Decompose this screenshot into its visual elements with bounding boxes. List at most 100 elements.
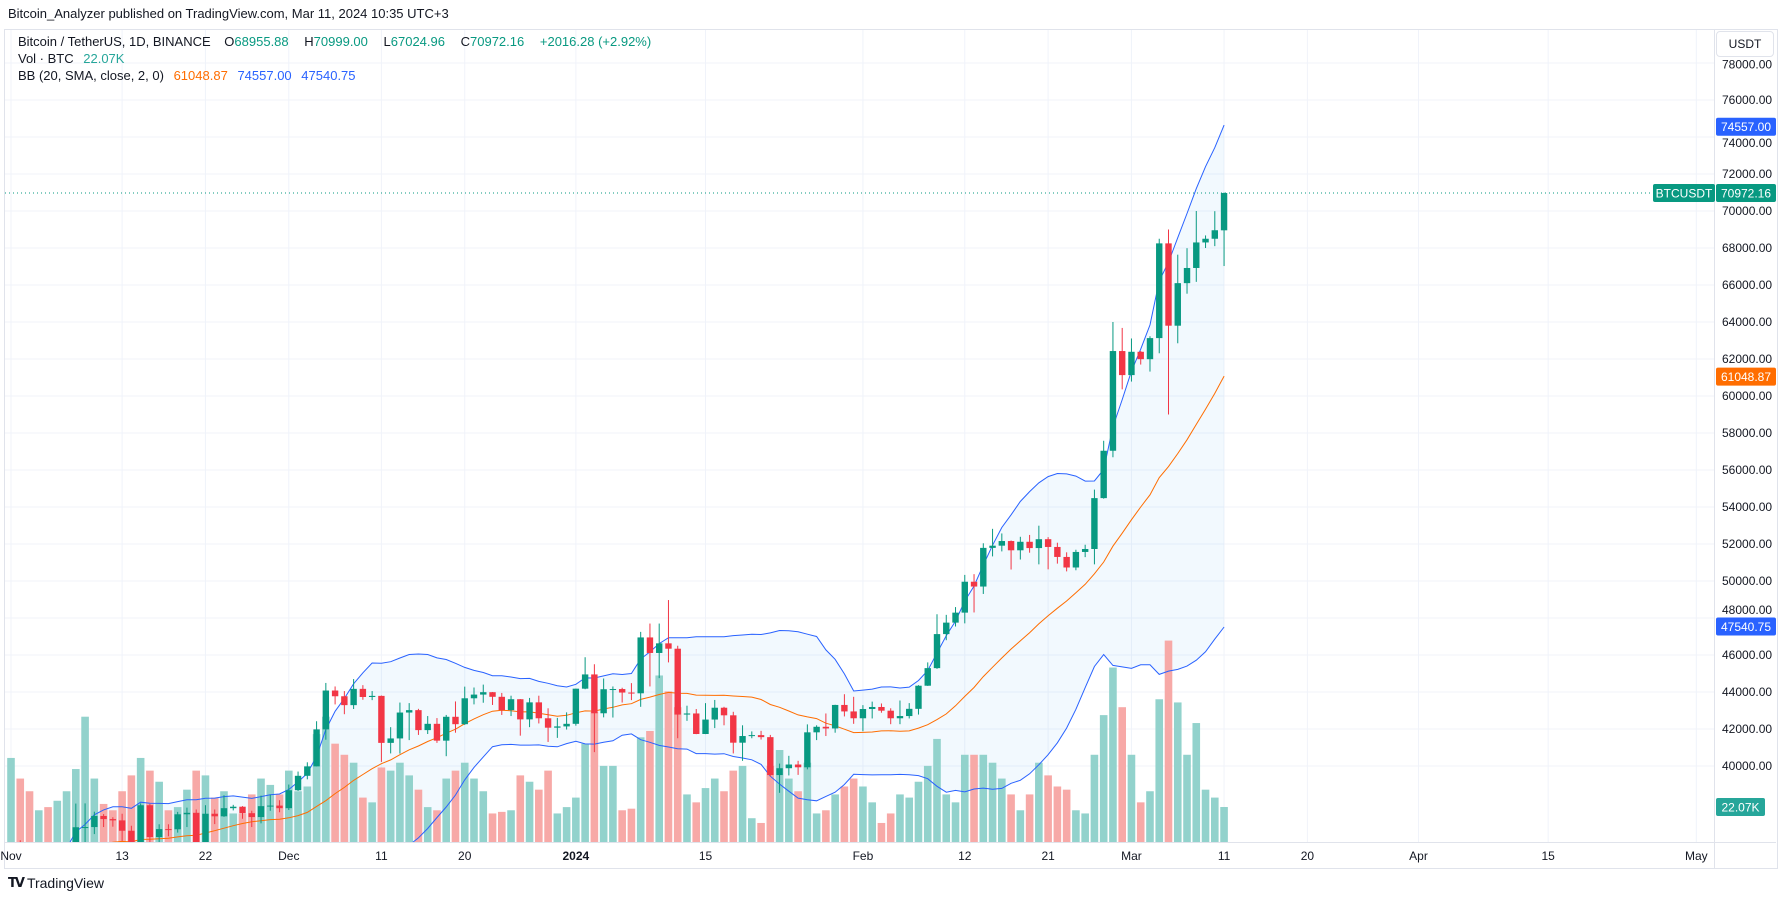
volume-bar — [840, 786, 849, 842]
candle-body — [1091, 498, 1098, 549]
volume-bar — [1053, 786, 1062, 842]
volume-bar — [692, 802, 701, 842]
candle-body — [868, 706, 876, 710]
volume-bar — [16, 778, 25, 842]
volume-bar — [1062, 789, 1071, 842]
candle-body — [618, 689, 626, 693]
candle-body — [1026, 541, 1033, 549]
volume-bar — [609, 765, 617, 842]
volume-bar — [859, 786, 867, 842]
candle-body — [183, 812, 191, 815]
candle-body — [970, 581, 978, 587]
bb-basis-tag-bg — [1716, 367, 1776, 386]
volume-bar — [757, 822, 765, 842]
candle-body — [600, 689, 607, 714]
volume-bar — [914, 781, 923, 842]
candle-body — [63, 851, 69, 858]
currency-button[interactable]: USDT — [1716, 31, 1774, 57]
price-axis-label: 78000.00 — [1722, 58, 1772, 72]
candle-body — [248, 813, 255, 818]
volume-bar — [581, 743, 589, 842]
time-axis-label: 13 — [115, 849, 129, 863]
volume-bar — [470, 778, 478, 842]
volume-bar — [62, 791, 71, 842]
price-axis-label: 74000.00 — [1722, 136, 1772, 150]
close-value: 70972.16 — [470, 34, 525, 49]
volume-bar — [655, 675, 663, 842]
volume-bar — [1118, 707, 1126, 842]
volume-bar — [7, 757, 15, 842]
candle-body — [730, 715, 737, 743]
candle-body — [933, 634, 941, 669]
open-value: 68955.88 — [234, 34, 289, 49]
volume-bar — [673, 707, 682, 842]
volume-bar — [368, 802, 376, 842]
volume-bar — [720, 791, 728, 842]
candle-body — [91, 815, 98, 828]
candle-body — [1109, 351, 1117, 451]
candle-body — [257, 806, 265, 818]
candle-body — [1165, 243, 1172, 326]
candle-body — [405, 710, 413, 713]
time-axis-label: Apr — [1409, 849, 1428, 863]
change-value: +2016.28 (+2.92%) — [539, 34, 652, 49]
volume-bar — [81, 716, 89, 842]
last-price-tag: 70972.16 — [1721, 187, 1771, 201]
volume-bar — [294, 791, 302, 842]
volume-label[interactable]: Vol · BTC — [18, 51, 74, 66]
volume-bar — [886, 813, 895, 842]
volume-bar — [627, 808, 636, 842]
price-axis-label: 66000.00 — [1722, 278, 1772, 292]
last-price-tag-bg — [1716, 184, 1776, 203]
candle-body — [943, 622, 950, 635]
candle-body — [1156, 243, 1163, 339]
candle-body — [452, 716, 459, 725]
volume-bar — [377, 767, 386, 842]
time-axis-label: 20 — [458, 849, 472, 863]
volume-bar — [312, 734, 321, 842]
candle-body — [665, 643, 672, 649]
volume-bar — [1099, 715, 1108, 842]
bb-label[interactable]: BB (20, SMA, close, 2, 0) — [18, 68, 164, 83]
time-axis-label: 22 — [199, 849, 213, 863]
candle-body — [887, 710, 894, 719]
candle-body — [517, 699, 524, 720]
legend-symbol[interactable]: Bitcoin / TetherUS, 1D, BINANCE — [18, 34, 211, 49]
volume-bar — [423, 807, 432, 842]
high-label: H — [304, 34, 314, 49]
price-axis-label: 62000.00 — [1722, 352, 1772, 366]
volume-bar — [803, 762, 812, 842]
candle-body — [72, 827, 80, 842]
time-axis-label: 15 — [699, 849, 713, 863]
volume-bar — [1090, 754, 1099, 842]
tradingview-logo[interactable]: TV TradingView — [8, 875, 104, 891]
time-axis-label: Mar — [1121, 849, 1142, 863]
price-axis-label: 76000.00 — [1722, 93, 1772, 107]
volume-bar — [812, 813, 821, 842]
volume-bar — [90, 778, 99, 842]
candle-body — [813, 726, 820, 733]
candle-body — [656, 643, 663, 653]
candle-body — [424, 723, 431, 731]
volume-bar — [229, 813, 238, 842]
volume-bar — [618, 810, 626, 842]
candle-body — [822, 726, 830, 729]
volume-bar — [1081, 813, 1089, 842]
candle-body — [711, 707, 718, 720]
volume-bar — [1072, 810, 1080, 842]
candle-body — [294, 775, 302, 791]
candle-body — [906, 708, 913, 717]
volume-bar — [923, 765, 932, 842]
candle-body — [100, 815, 107, 820]
candle-body — [831, 704, 839, 729]
volume-bar — [572, 797, 580, 842]
volume-bar — [636, 737, 645, 842]
volume-bar — [868, 802, 876, 842]
volume-bar — [748, 818, 756, 842]
volume-bar — [507, 810, 515, 842]
candle-body — [54, 858, 60, 859]
candle-body — [443, 716, 450, 741]
volume-bar — [1220, 806, 1228, 842]
volume-bar — [553, 813, 562, 842]
